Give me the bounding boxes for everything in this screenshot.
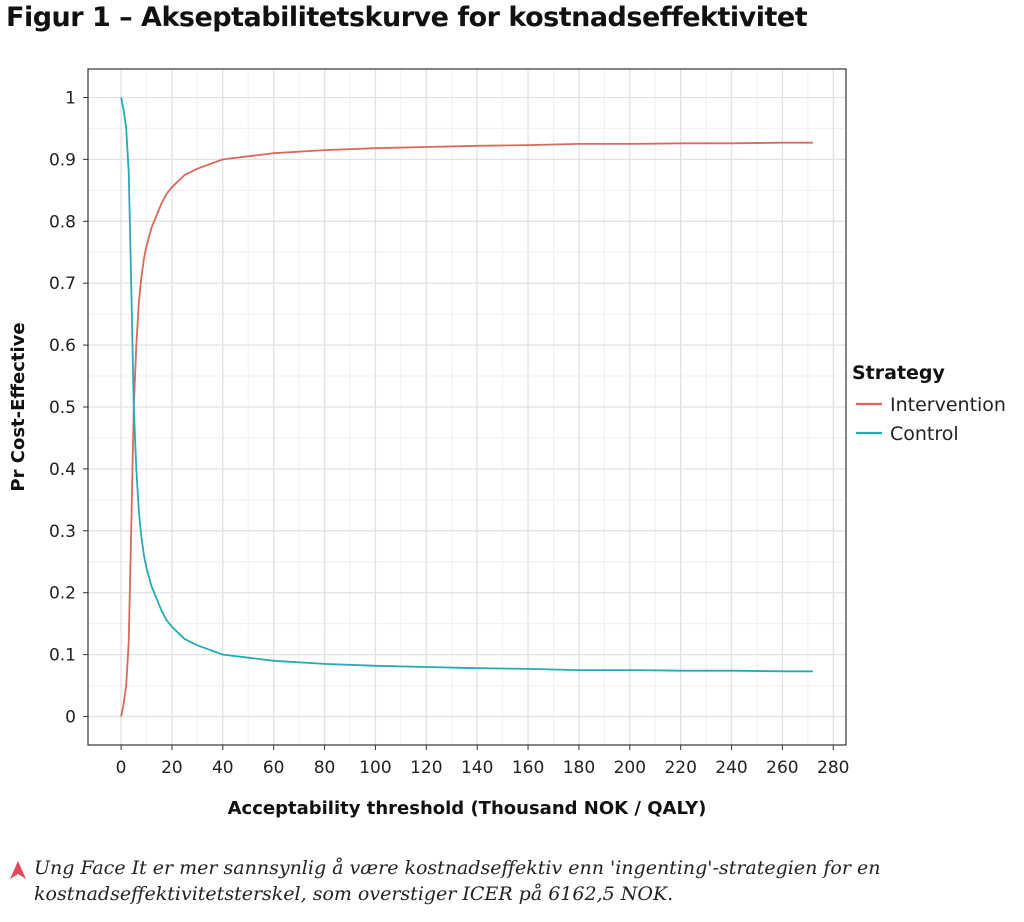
y-tick-label: 0.8 [49, 212, 76, 232]
legend-label-intervention: Intervention [890, 394, 1006, 416]
y-tick-label: 0.7 [49, 274, 76, 294]
series-line-intervention [120, 141, 813, 717]
x-tick-label: 0 [116, 758, 127, 778]
x-tick-label: 160 [512, 758, 544, 778]
x-tick-label: 200 [614, 758, 646, 778]
x-tick-label: 260 [766, 758, 798, 778]
x-tick-label: 220 [664, 758, 696, 778]
y-axis-label: Pr Cost-Effective [8, 322, 29, 491]
x-tick-label: 120 [410, 758, 442, 778]
x-tick-label: 140 [461, 758, 493, 778]
x-tick-label: 180 [563, 758, 595, 778]
x-tick-label: 100 [359, 758, 391, 778]
caption-text: Ung Face It er mer sannsynlig å være kos… [34, 857, 881, 905]
y-tick-label: 0.5 [49, 398, 76, 418]
y-tick-label: 0.4 [49, 460, 76, 480]
triangle-up-icon [10, 861, 26, 879]
y-tick-label: 0.3 [49, 522, 76, 542]
x-tick-label: 280 [817, 758, 849, 778]
series-line-control [120, 97, 813, 673]
legend-title: Strategy [852, 362, 946, 384]
x-tick-label: 20 [161, 758, 183, 778]
y-axis: 0 0.1 0.2 0.3 0.4 0.5 0.6 0.7 0.8 0.9 1 [49, 88, 88, 728]
y-tick-label: 0.2 [49, 584, 76, 604]
y-tick-label: 1 [65, 88, 76, 108]
figure-title: Figur 1 – Akseptabilitetskurve for kostn… [6, 2, 808, 33]
y-tick-label: 0 [65, 708, 76, 728]
series-lines [120, 97, 813, 717]
acceptability-curve-chart: 0 20 40 60 80 100 120 140 160 180 200 220 240 260 280 … [8, 68, 1006, 819]
y-tick-label: 0.1 [49, 646, 76, 666]
y-tick-label: 0.6 [49, 336, 76, 356]
y-tick-label: 0.9 [49, 150, 76, 170]
x-tick-label: 80 [314, 758, 336, 778]
figure-caption: Ung Face It er mer sannsynlig å være kos… [8, 855, 1008, 907]
legend: Strategy Intervention Control [852, 362, 1006, 445]
x-axis: 0 20 40 60 80 100 120 140 160 180 200 220 240 260 280 [116, 745, 850, 778]
x-axis-label: Acceptability threshold (Thousand NOK / … [228, 798, 707, 819]
x-tick-label: 60 [263, 758, 285, 778]
x-tick-label: 240 [715, 758, 747, 778]
x-tick-label: 40 [212, 758, 234, 778]
legend-label-control: Control [890, 423, 959, 445]
legend-items: Intervention Control [856, 394, 1006, 445]
major-gridlines [88, 69, 846, 745]
